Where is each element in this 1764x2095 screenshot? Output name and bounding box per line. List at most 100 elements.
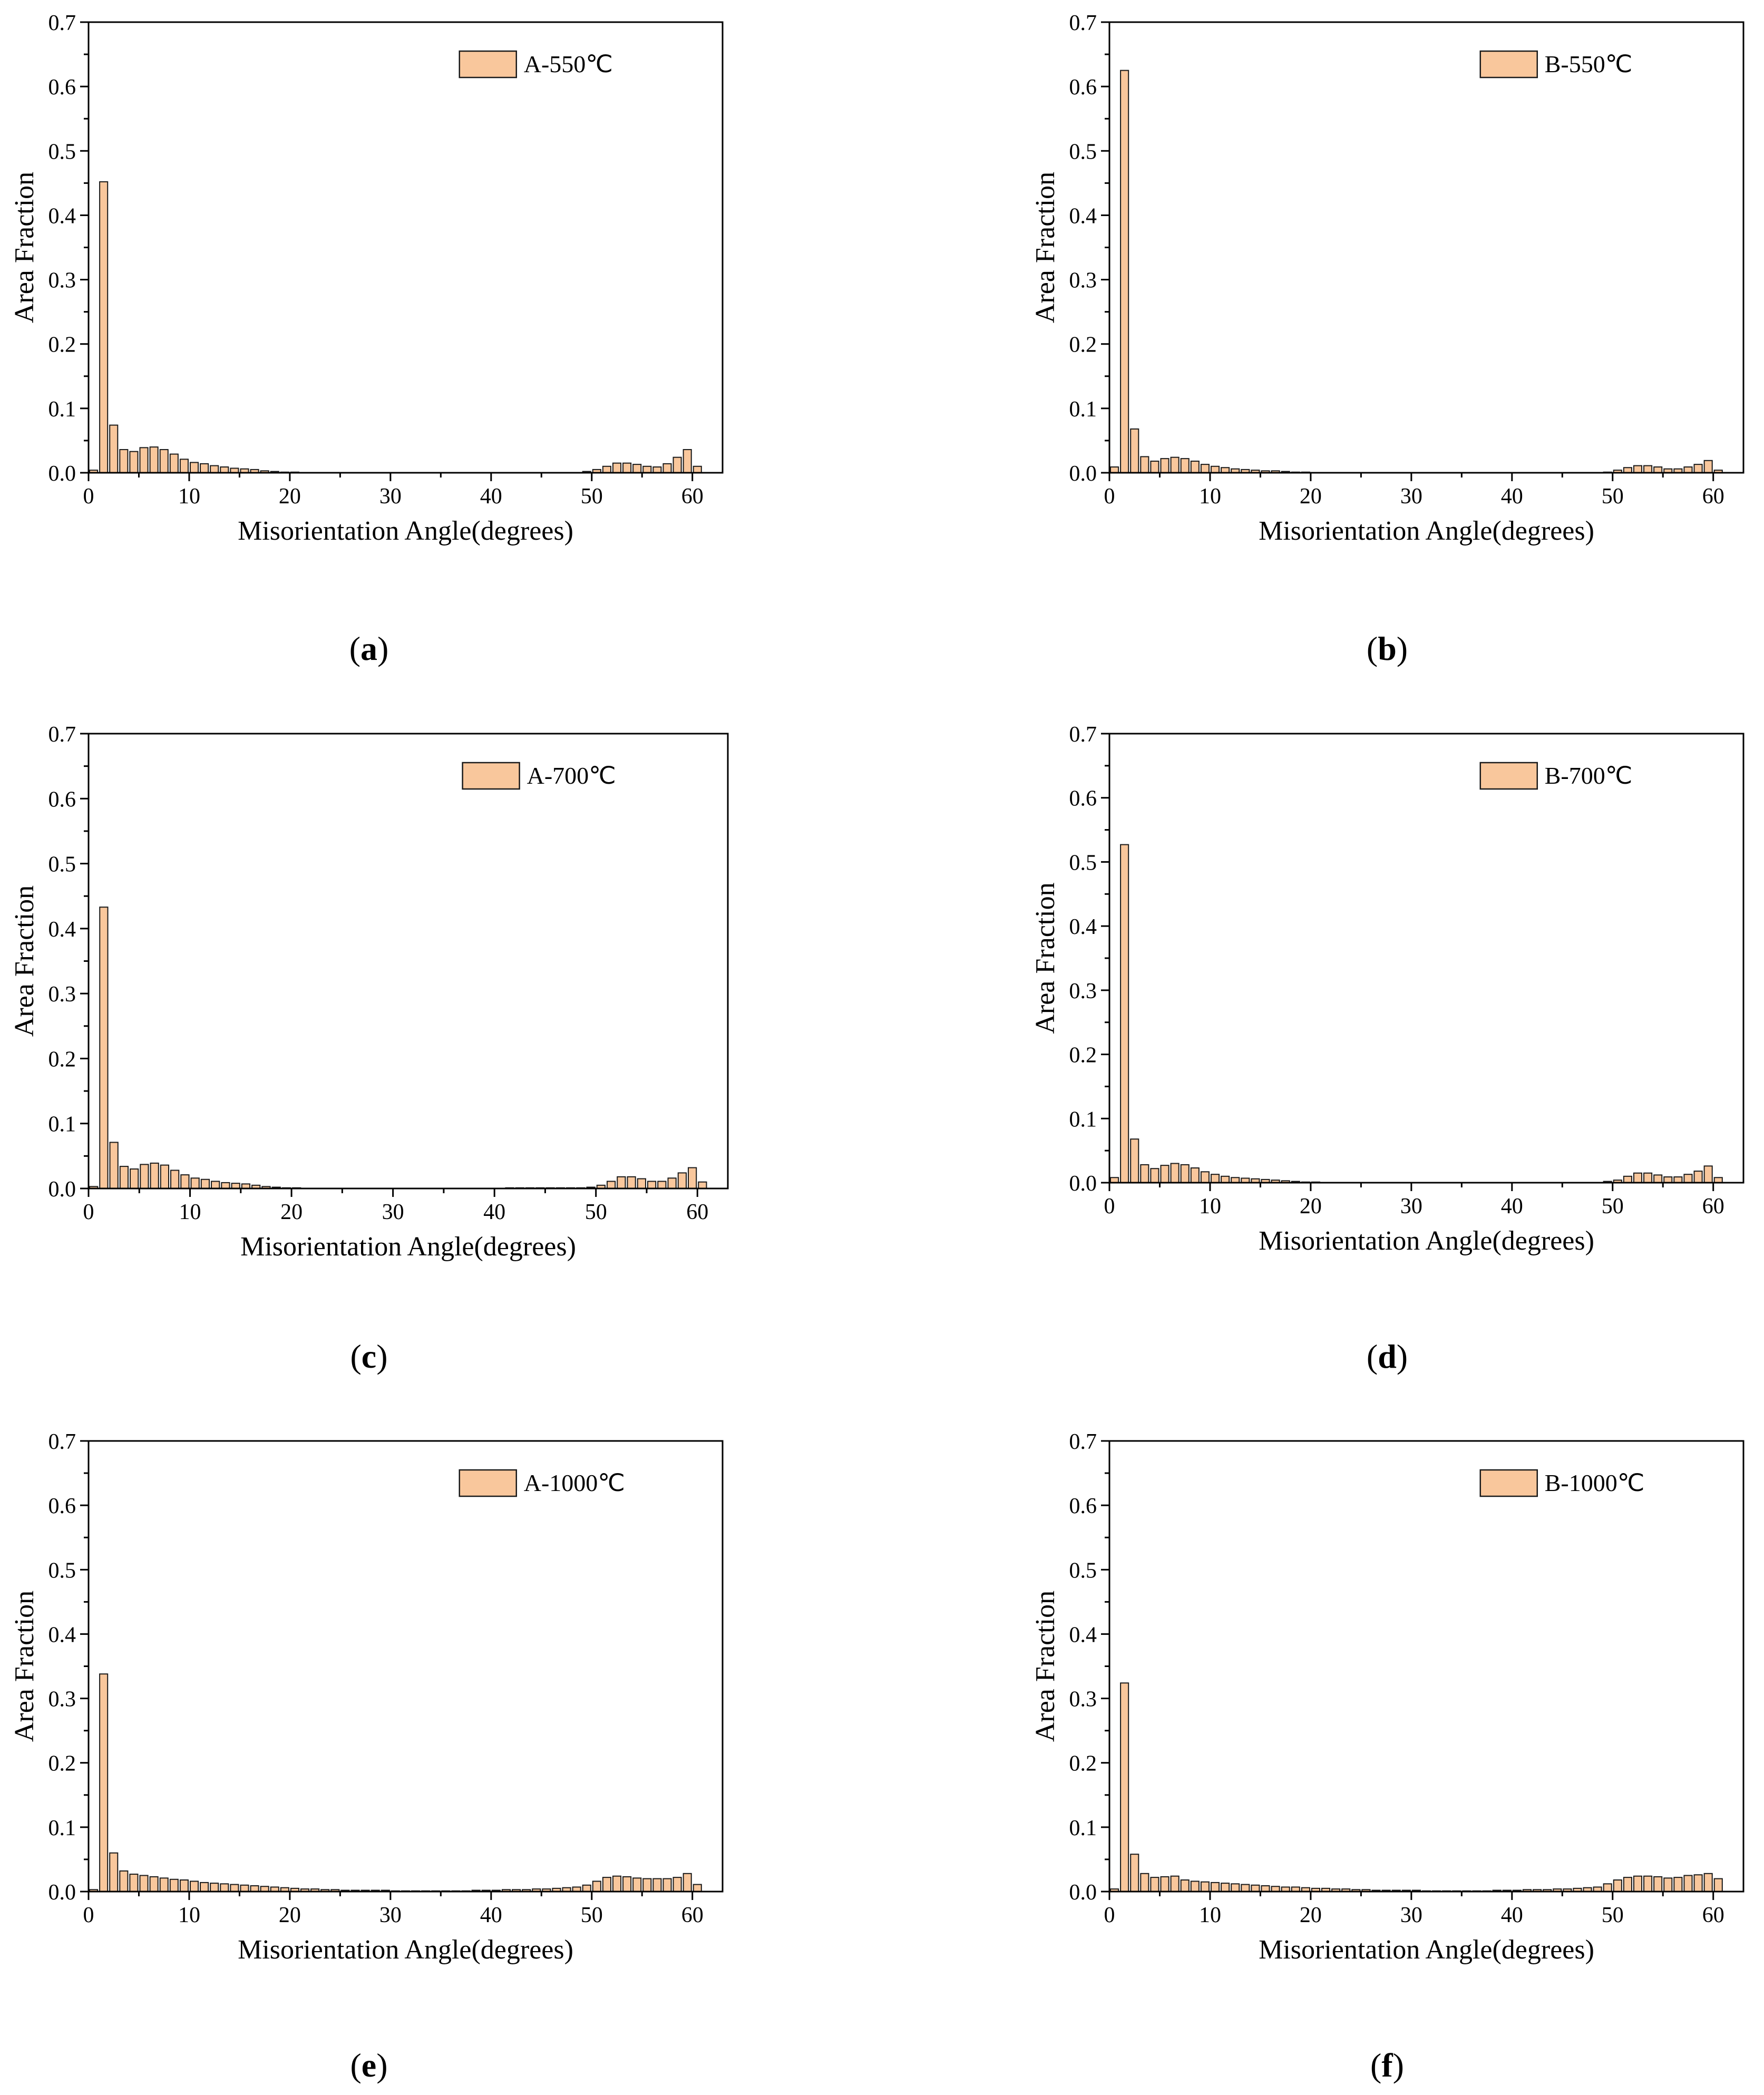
bar [180,1174,190,1190]
bar [662,463,672,474]
bar [1633,1875,1643,1892]
bar [1653,1876,1663,1892]
bar [221,1182,230,1189]
bar [109,1852,119,1892]
x-tick-label: 50 [581,484,603,509]
x-tick-label: 20 [279,484,301,509]
bar [1221,1883,1230,1893]
bar [1160,458,1169,474]
bar [693,465,702,473]
x-tick-label: 40 [483,1200,505,1224]
plot-frame [87,1440,724,1893]
bar [687,1167,697,1190]
x-tick-label: 30 [1400,484,1422,509]
panel-label: (c) [350,1338,387,1375]
bar [1180,1164,1190,1183]
bar [200,463,209,474]
bar [1703,1165,1713,1184]
bar [582,1884,591,1893]
bar [1140,1164,1149,1183]
panel-label: (e) [350,2047,387,2084]
x-tick-label: 50 [1602,484,1624,509]
x-tick-label: 30 [379,1903,402,1927]
bar [1643,465,1653,473]
bar [602,465,611,473]
x-tick-label: 10 [1199,1903,1221,1927]
bar [1251,1884,1260,1893]
y-tick-label: 0.1 [48,1113,76,1137]
y-tick-label: 0.5 [1069,140,1097,164]
x-tick-label: 20 [1300,484,1322,509]
bar [642,1878,652,1893]
bar [1643,1875,1653,1892]
bar [140,1164,149,1189]
y-tick-label: 0.7 [48,11,76,35]
y-tick-label: 0.2 [1069,1044,1097,1068]
y-tick-label: 0.0 [48,1177,76,1202]
y-tick-label: 0.7 [1069,1430,1097,1454]
y-tick-label: 0.2 [1069,1752,1097,1776]
bar [149,1876,159,1892]
legend-label: B-550℃ [1545,51,1633,77]
panel-label: (b) [1367,630,1408,667]
bar [159,1877,169,1893]
bar [1613,1879,1622,1893]
y-tick-label: 0.2 [48,333,76,357]
bar [1241,1884,1250,1893]
bar [683,1873,692,1893]
plot-frame [87,733,729,1190]
bar [129,451,139,474]
x-axis-label: Misorientation Angle(degrees) [238,1935,573,1965]
bar [667,1177,677,1190]
bar [1180,458,1190,474]
y-tick-label: 0.6 [48,787,76,812]
bar [211,1181,220,1189]
x-axis-label: Misorientation Angle(degrees) [240,1232,576,1262]
bar [1180,1879,1190,1893]
x-tick-label: 60 [1702,1194,1724,1219]
bar [1683,1875,1693,1892]
x-axis-label: Misorientation Angle(degrees) [1259,516,1594,546]
x-tick-label: 10 [179,1200,201,1224]
bar [606,1181,616,1189]
plot-frame [1108,1440,1744,1893]
bar [169,453,179,474]
y-tick-label: 0.3 [1069,979,1097,1003]
x-tick-label: 30 [1400,1903,1422,1927]
bar [1210,1174,1220,1183]
bar [200,1178,210,1189]
y-tick-label: 0.0 [48,462,76,486]
bar [1190,1880,1200,1892]
y-axis-label: Area Fraction [9,1591,40,1742]
bar [1683,1174,1693,1183]
bar [1120,1682,1129,1892]
x-tick-label: 10 [1199,1194,1221,1219]
x-tick-label: 0 [1104,484,1115,509]
x-tick-label: 50 [581,1903,603,1927]
x-tick-label: 10 [178,1903,200,1927]
bar [622,1876,632,1892]
chart-panel: 0.0 0.1 0.2 0.3 0.4 0.5 0.6 0.7 0 10 20 30 40 50 60 Mis… [1030,1430,1744,1965]
bar [210,1883,219,1893]
bar [1200,1881,1210,1892]
bar [1150,461,1159,474]
plot-frame [1108,21,1744,474]
bar [1673,1877,1683,1892]
bar [109,1142,119,1189]
bar [1120,70,1129,474]
bar [698,1181,707,1189]
bar [622,462,632,473]
bar [230,1884,239,1893]
x-tick-label: 60 [1702,484,1724,509]
bar [99,1673,109,1892]
y-tick-label: 0.7 [1069,723,1097,747]
x-tick-label: 40 [1501,1903,1523,1927]
bar [637,1178,646,1190]
x-tick-label: 0 [83,484,94,509]
bar [1663,1176,1673,1184]
chart-panel: 0.0 0.1 0.2 0.3 0.4 0.5 0.6 0.7 0 10 20 30 40 50 60 Mis… [9,723,729,1262]
y-tick-label: 0.1 [1069,1107,1097,1132]
legend-swatch [1479,50,1538,79]
bar [1150,1168,1159,1183]
bar [149,446,159,474]
